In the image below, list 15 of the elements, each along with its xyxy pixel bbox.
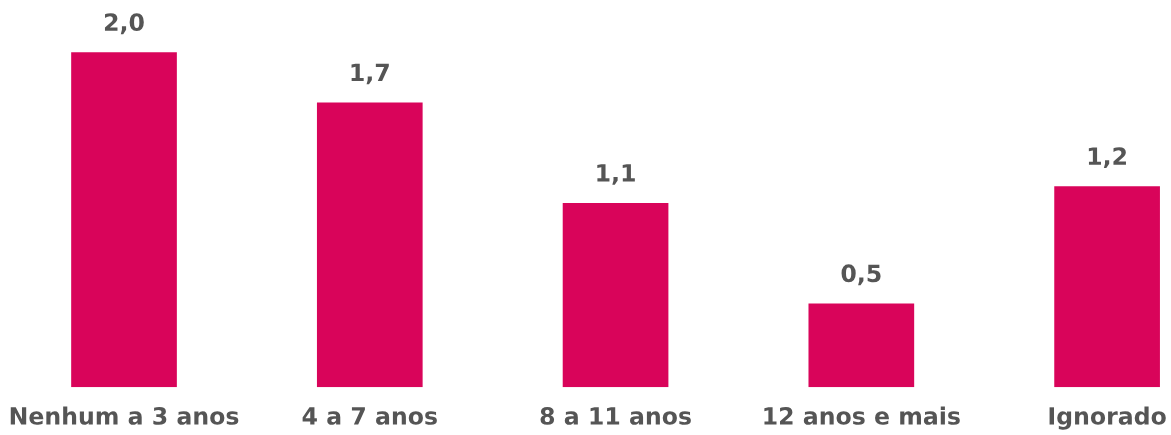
x-tick-label: Ignorado [1049, 406, 1166, 430]
data-label: 1,1 [597, 164, 635, 185]
x-tick-label: 8 a 11 anos [540, 407, 691, 425]
bar [316, 102, 423, 388]
data-label: 1,2 [1088, 147, 1126, 169]
bar [562, 203, 669, 388]
data-label: 1,7 [351, 63, 389, 85]
bar [1054, 186, 1160, 388]
x-tick-label: Nenhum a 3 anos [10, 406, 239, 425]
data-label: 0,5 [841, 264, 881, 286]
x-tick-label: 4 a 7 anos [302, 407, 437, 425]
x-tick-label: 12 anos e mais [764, 406, 960, 425]
bar [808, 303, 915, 388]
bar [71, 52, 177, 388]
data-label: 2,0 [104, 13, 144, 35]
